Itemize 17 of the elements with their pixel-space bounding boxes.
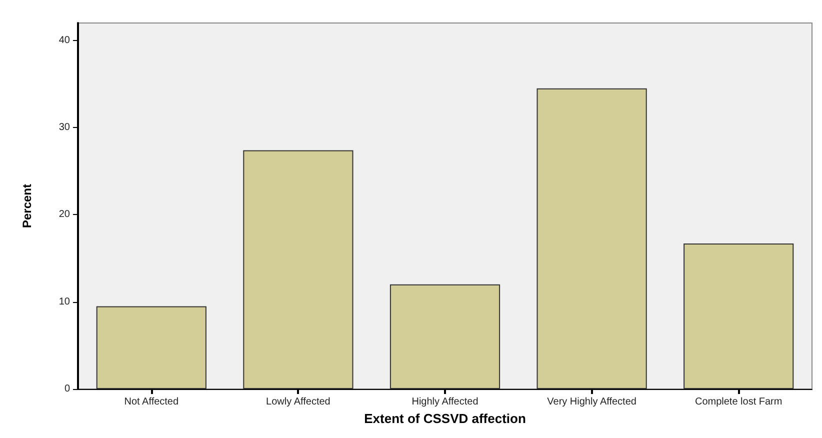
y-tick-label: 0 [64,384,70,394]
x-tick-label: Very Highly Affected [547,396,636,408]
x-tick-label: Lowly Affected [266,396,330,408]
bar [684,243,794,389]
y-tick-label: 30 [58,122,70,134]
y-tick-label: 40 [58,34,70,46]
y-tick-label: 10 [58,296,70,308]
bar [536,88,647,389]
x-tick-label: Complete lost Farm [694,396,782,408]
y-tick-label: 20 [58,209,70,220]
bar [96,306,206,389]
x-tick-label: Not Affected [124,396,179,408]
y-axis-title: Percent [20,184,34,228]
bar [390,284,500,389]
x-axis-title: Extent of CSSVD affection [364,410,526,426]
bar [243,150,354,389]
x-tick-label: Highly Affected [412,396,478,408]
